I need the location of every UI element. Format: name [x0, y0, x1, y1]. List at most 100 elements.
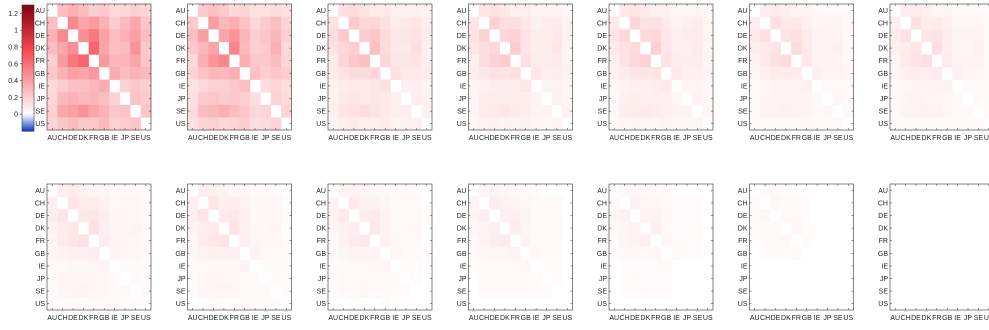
colorbar-segment [22, 118, 34, 122]
heatmap-cell [702, 29, 714, 43]
heatmap-cell [609, 54, 620, 68]
heatmap-cell [801, 234, 813, 248]
heatmap-cell [249, 92, 261, 106]
heatmap-cell [78, 92, 89, 106]
x-tick-label: SE [271, 315, 281, 322]
x-tick-label: DK [641, 315, 651, 322]
heatmap-cell [130, 41, 141, 55]
heatmap-cell [229, 92, 240, 106]
heatmap-cell [338, 184, 350, 197]
heatmap-cell [411, 259, 422, 273]
heatmap-cell [832, 4, 844, 17]
heatmap-cell [67, 4, 79, 17]
x-tick-label: US [281, 315, 291, 322]
heatmap-cell [411, 29, 422, 43]
heatmap-cell [822, 104, 833, 118]
heatmap-cell [338, 54, 350, 68]
heatmap-cell [411, 16, 422, 30]
x-tick-label: US [422, 315, 432, 322]
x-tick-label: JP [542, 315, 551, 322]
heatmap-cell [218, 247, 230, 260]
heatmap-cell [270, 41, 282, 55]
x-tick-label: JP [823, 135, 832, 142]
heatmap-cell [390, 196, 402, 210]
heatmap-cell [510, 92, 521, 106]
heatmap-cell [629, 196, 641, 210]
heatmap-cell [640, 196, 651, 210]
heatmap-cell [661, 104, 672, 118]
heatmap-cell [281, 92, 292, 106]
heatmap-cell [468, 54, 480, 68]
heatmap-cell [109, 184, 121, 197]
colorbar-segment [22, 21, 34, 25]
heatmap-cell [411, 67, 422, 80]
heatmap-cell [78, 297, 89, 311]
heatmap-cell [900, 117, 912, 131]
heatmap-cell [671, 104, 683, 118]
colorbar-segment [22, 82, 34, 86]
panel-frame [46, 3, 152, 131]
heatmap-cell [400, 184, 412, 197]
heatmap-cell [640, 92, 651, 106]
heatmap-cell [119, 247, 131, 260]
heatmap-cell [400, 117, 412, 131]
heatmap-cell [832, 16, 844, 30]
heatmap-cell [47, 209, 58, 223]
colorbar-segment [22, 116, 34, 119]
heatmap-cell [369, 67, 381, 80]
heatmap-cell [260, 104, 271, 118]
heatmap-cell [197, 104, 209, 118]
x-tick-label: DE [771, 135, 781, 142]
y-tick-label: DE [35, 33, 45, 40]
heatmap-cell [780, 4, 792, 17]
y-tick-label: SE [36, 109, 46, 116]
heatmap-cell [359, 259, 370, 273]
y-tick-label: SE [879, 109, 889, 116]
heatmap-cell [973, 54, 984, 68]
heatmap-cell [57, 284, 69, 298]
heatmap-cell [208, 196, 219, 210]
x-tick-label: DK [500, 315, 510, 322]
heatmap-cell [749, 104, 761, 118]
heatmap-cell [359, 117, 370, 131]
heatmap-cell [629, 284, 641, 298]
heatmap-cell [801, 92, 813, 106]
heatmap-cell [619, 284, 631, 298]
heatmap-cell [661, 41, 672, 55]
heatmap-cell [348, 92, 360, 106]
x-tick-label: US [703, 315, 713, 322]
x-tick-label: CH [620, 135, 630, 142]
heatmap-cell [281, 234, 292, 248]
heatmap-cell [249, 41, 261, 55]
y-tick-label: US [878, 121, 888, 128]
heatmap-cell [229, 67, 240, 80]
heatmap-cell [661, 272, 672, 286]
heatmap-cell [218, 259, 230, 273]
y-tick-label: DK [35, 46, 45, 53]
heatmap-cell [811, 41, 823, 55]
x-tick-label: FR [792, 315, 801, 322]
heatmap-cell [57, 247, 69, 260]
y-tick-label: FR [317, 238, 326, 245]
x-tick-label: IE [252, 315, 259, 322]
heatmap-cell [229, 29, 240, 43]
heatmap-cell [770, 67, 781, 80]
heatmap-cell [359, 16, 370, 30]
heatmap-cell [270, 16, 282, 30]
heatmap-cell [530, 54, 542, 68]
y-tick-label: JP [177, 96, 186, 103]
heatmap-cell [510, 184, 521, 197]
heatmap-cell [281, 29, 292, 43]
x-tick-label: JP [964, 315, 973, 322]
x-tick-label: GB [521, 315, 531, 322]
colorbar-segment [22, 15, 34, 19]
heatmap-cell [843, 79, 854, 93]
heatmap-cell [380, 117, 391, 131]
x-tick-label: GB [802, 315, 812, 322]
heatmap-cell [369, 221, 381, 235]
heatmap-cell [791, 104, 802, 118]
heatmap-cell [780, 234, 792, 248]
heatmap-cell [88, 259, 100, 273]
y-tick-label: SE [317, 109, 327, 116]
heatmap-cell [229, 104, 240, 118]
